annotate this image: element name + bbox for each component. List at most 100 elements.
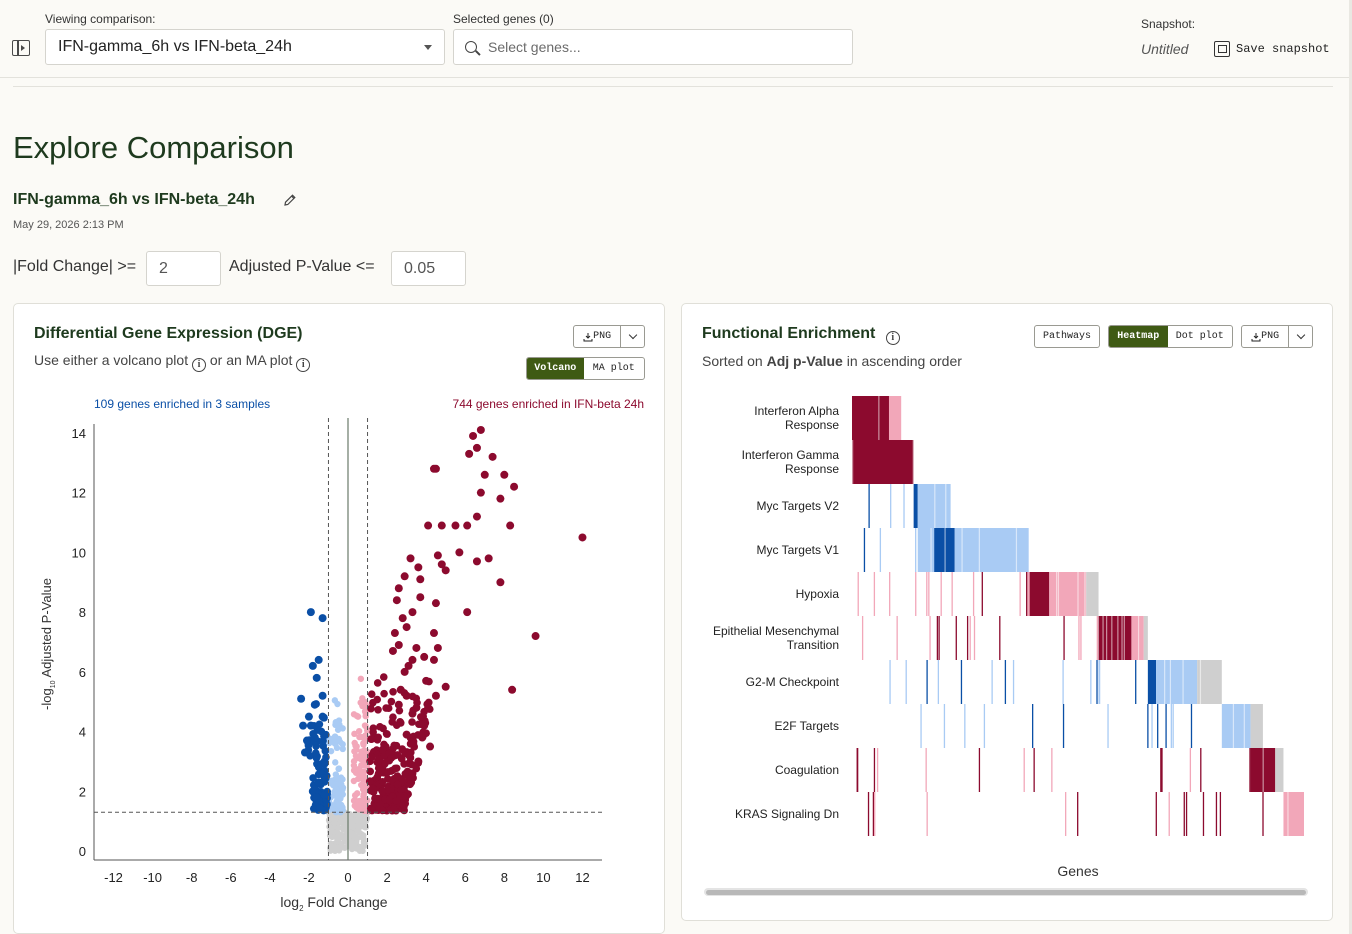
up-point [506,521,515,530]
x-tick-label: -6 [225,870,237,885]
up-light-point [351,730,358,738]
up-point [368,753,376,761]
pathway-label: Response [785,462,839,476]
heatmap-stripe [1243,704,1245,748]
ns-point [360,832,367,839]
down-point [309,774,317,782]
enrichment-png-button[interactable]: PNG [1242,326,1290,347]
heatmap-stripe [878,396,880,440]
heatmap-tick [920,704,922,748]
save-snapshot-button[interactable]: Save snapshot [1214,39,1330,59]
up-point [420,652,429,661]
tab-heatmap[interactable]: Heatmap [1109,326,1168,347]
up-light-point [357,699,364,706]
heatmap-tick [966,616,969,660]
heatmap-cell [1283,792,1304,836]
heatmap-tick [872,792,875,836]
down-point [308,661,317,670]
heatmap-tick [1026,572,1028,616]
up-point [379,673,388,681]
heatmap-scroll-thumb[interactable] [706,890,1306,895]
enrichment-subtitle-c: in ascending order [846,353,962,369]
tab-volcano[interactable]: Volcano [527,358,584,379]
ns-point [356,847,363,854]
enrichment-png-menu[interactable] [1289,326,1312,347]
up-light-point [352,752,360,760]
sidebar-toggle-icon[interactable] [12,40,30,56]
heatmap-cell [1221,704,1251,748]
volcano-info-icon[interactable]: i [191,358,206,372]
up-point [484,554,493,563]
ns-point [361,843,368,850]
down-point [314,778,323,787]
heatmap-tick [915,528,917,572]
tab-ma-plot[interactable]: MA plot [592,363,635,374]
heatmap-cell [1143,616,1148,660]
divider [13,86,1333,87]
heatmap-tick [1215,792,1218,836]
pathway-label: Hypoxia [796,587,840,601]
up-point [402,691,411,700]
up-point [396,791,404,800]
enrichment-title-text: Functional Enrichment [702,325,876,342]
up-point [390,751,399,760]
pathways-button[interactable]: Pathways [1034,325,1100,348]
heatmap-tick [1200,748,1202,792]
snapshot-name: Untitled [1141,41,1189,57]
heatmap-tick [926,660,928,704]
tab-dot-plot[interactable]: Dot plot [1175,331,1224,342]
chevron-down-icon [424,45,432,50]
heatmap-stripe [961,528,963,572]
heatmap-stripe [1084,572,1086,616]
heatmap-tick [905,660,907,704]
up-point [412,703,421,712]
dge-subtitle-a: Use either a volcano plot [34,352,189,368]
heatmap-tick [1165,704,1167,748]
x-tick-label: -12 [104,870,123,885]
gene-search-input[interactable] [488,30,838,64]
down-point [320,778,329,786]
pencil-icon[interactable] [283,193,297,207]
heatmap-stripe [1164,660,1166,704]
up-point [408,655,417,664]
comparison-select-value: IFN-gamma_6h vs IFN-beta_24h [58,38,292,55]
heatmap-stripe [1123,616,1125,660]
snapshot-label: Snapshot: [1141,17,1196,31]
heatmap-cell [888,396,902,440]
up-point [431,691,440,700]
ma-info-icon[interactable]: i [296,358,311,372]
up-point [376,722,384,731]
comparison-label: Viewing comparison: [45,12,156,26]
down-light-point [334,726,342,733]
comparison-select[interactable]: IFN-gamma_6h vs IFN-beta_24h [45,29,445,65]
heatmap-tick [983,704,986,748]
pathway-label: G2-M Checkpoint [746,675,840,689]
dge-png-menu[interactable] [621,326,644,347]
page-scrollbar[interactable] [1349,0,1352,934]
up-point [380,689,388,698]
down-point [312,793,321,802]
up-point [469,431,478,440]
up-point [378,777,387,786]
fold-change-input[interactable] [146,251,221,286]
heatmap-tick [1063,616,1065,660]
heatmap-tick [903,484,905,528]
dge-png-button[interactable]: PNG [574,326,622,347]
down-point [302,736,311,745]
pvalue-input[interactable] [391,251,466,286]
heatmap-tick [1019,572,1021,616]
gene-search[interactable] [453,29,853,65]
ns-point [334,825,341,832]
heatmap-cell [1147,660,1157,704]
y-tick-label: 14 [72,426,86,441]
y-tick-label: 10 [72,545,86,560]
up-point [424,703,433,712]
up-point [437,560,446,569]
x-tick-label: -8 [186,870,198,885]
down-light-point [333,744,341,752]
down-point [306,721,315,730]
heatmap-tick [937,660,940,704]
heatmap-tick [863,528,866,572]
enrichment-info-icon[interactable]: i [885,331,900,345]
up-point [433,551,442,560]
